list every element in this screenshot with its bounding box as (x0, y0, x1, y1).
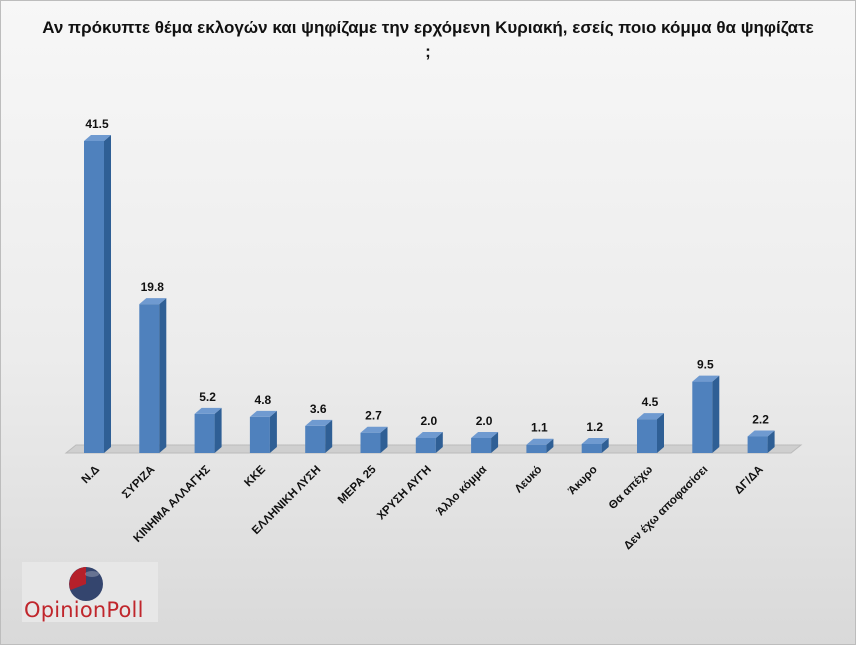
bar-top (747, 430, 775, 437)
category-label: Άλλο κόμμα (435, 464, 490, 519)
bar (526, 438, 554, 453)
bar-top (194, 407, 222, 414)
bar-front (637, 419, 657, 453)
category-label: Θα απέχω (607, 463, 656, 512)
category-label: Άκυρο (566, 464, 600, 498)
bar-front (84, 141, 104, 453)
bar-top (471, 431, 499, 438)
bar (84, 135, 111, 453)
bar-top (249, 410, 277, 417)
value-label: 19.8 (141, 280, 165, 294)
bar-side (491, 431, 499, 453)
value-label: 4.5 (642, 395, 659, 409)
bar-front (471, 437, 492, 453)
bar (305, 419, 333, 453)
bar (581, 437, 609, 453)
category-label: ΜΕΡΑ 25 (336, 463, 379, 506)
bar-side (712, 375, 720, 453)
bar (139, 298, 167, 453)
category-label: ΚΚΕ (242, 463, 268, 489)
bar-top (415, 431, 443, 438)
bar-side (269, 410, 277, 453)
bar (360, 426, 388, 453)
bar (692, 375, 720, 453)
bar-front (305, 425, 326, 453)
bars-group (84, 135, 775, 453)
bar-top (139, 298, 167, 305)
value-label: 2.2 (752, 412, 769, 426)
bar-front (249, 416, 270, 453)
value-label: 4.8 (255, 393, 272, 407)
chart-title: Αν πρόκυπτε θέμα εκλογών και ψηφίζαμε τη… (42, 18, 814, 61)
bar (415, 431, 443, 453)
bar-top (526, 438, 554, 445)
category-label: ΣΥΡΙΖΑ (120, 464, 157, 501)
category-label: ΧΡΥΣΗ ΑΥΓΗ (375, 464, 434, 523)
bar-front (692, 381, 713, 453)
bar (194, 407, 222, 453)
value-label: 5.2 (199, 390, 216, 404)
bar-front (581, 443, 602, 453)
bar-front (747, 436, 768, 453)
bar-side (104, 135, 111, 453)
bar-front (526, 444, 547, 453)
bar-top (360, 426, 388, 433)
bar-front (415, 437, 436, 453)
bar-top (692, 375, 720, 382)
value-label: 1.2 (586, 420, 603, 434)
value-label: 2.7 (365, 409, 382, 423)
bar-side (380, 426, 388, 453)
bar-side (435, 431, 443, 453)
bar (747, 430, 775, 453)
bar-top (84, 135, 111, 141)
value-label: 41.5 (85, 117, 109, 131)
value-labels-group: 41.5 19.8 5.2 4.8 3.6 2.7 2.0 2.0 1.1 1.2 4.5 9.5 2.… (85, 117, 769, 435)
bar-side (657, 413, 664, 453)
category-label: ΔΓ/ΔΑ (733, 464, 766, 497)
bar-side (601, 437, 609, 453)
bar-side (325, 419, 333, 453)
value-label: 3.6 (310, 402, 327, 416)
bar-front (194, 413, 215, 453)
bar-side (546, 438, 554, 453)
bar-front (139, 304, 160, 453)
logo-text: OpinionPoll (24, 598, 144, 622)
bar (471, 431, 499, 453)
category-label: Ν.Δ (80, 464, 102, 486)
value-label: 2.0 (476, 414, 493, 428)
bar-front (360, 432, 381, 453)
bar (249, 410, 277, 453)
pie-logo-icon (69, 567, 103, 601)
value-label: 9.5 (697, 358, 714, 372)
bar-side (767, 430, 775, 453)
bar-side (159, 298, 167, 453)
bar-top (305, 419, 333, 426)
bar-top (637, 413, 664, 420)
bar (637, 413, 664, 453)
bar-side (214, 407, 222, 453)
value-label: 2.0 (420, 414, 437, 428)
opinionpoll-logo: OpinionPoll (22, 562, 158, 622)
value-label: 1.1 (531, 421, 548, 435)
category-label: Λευκό (513, 464, 545, 496)
bar-top (581, 437, 609, 444)
